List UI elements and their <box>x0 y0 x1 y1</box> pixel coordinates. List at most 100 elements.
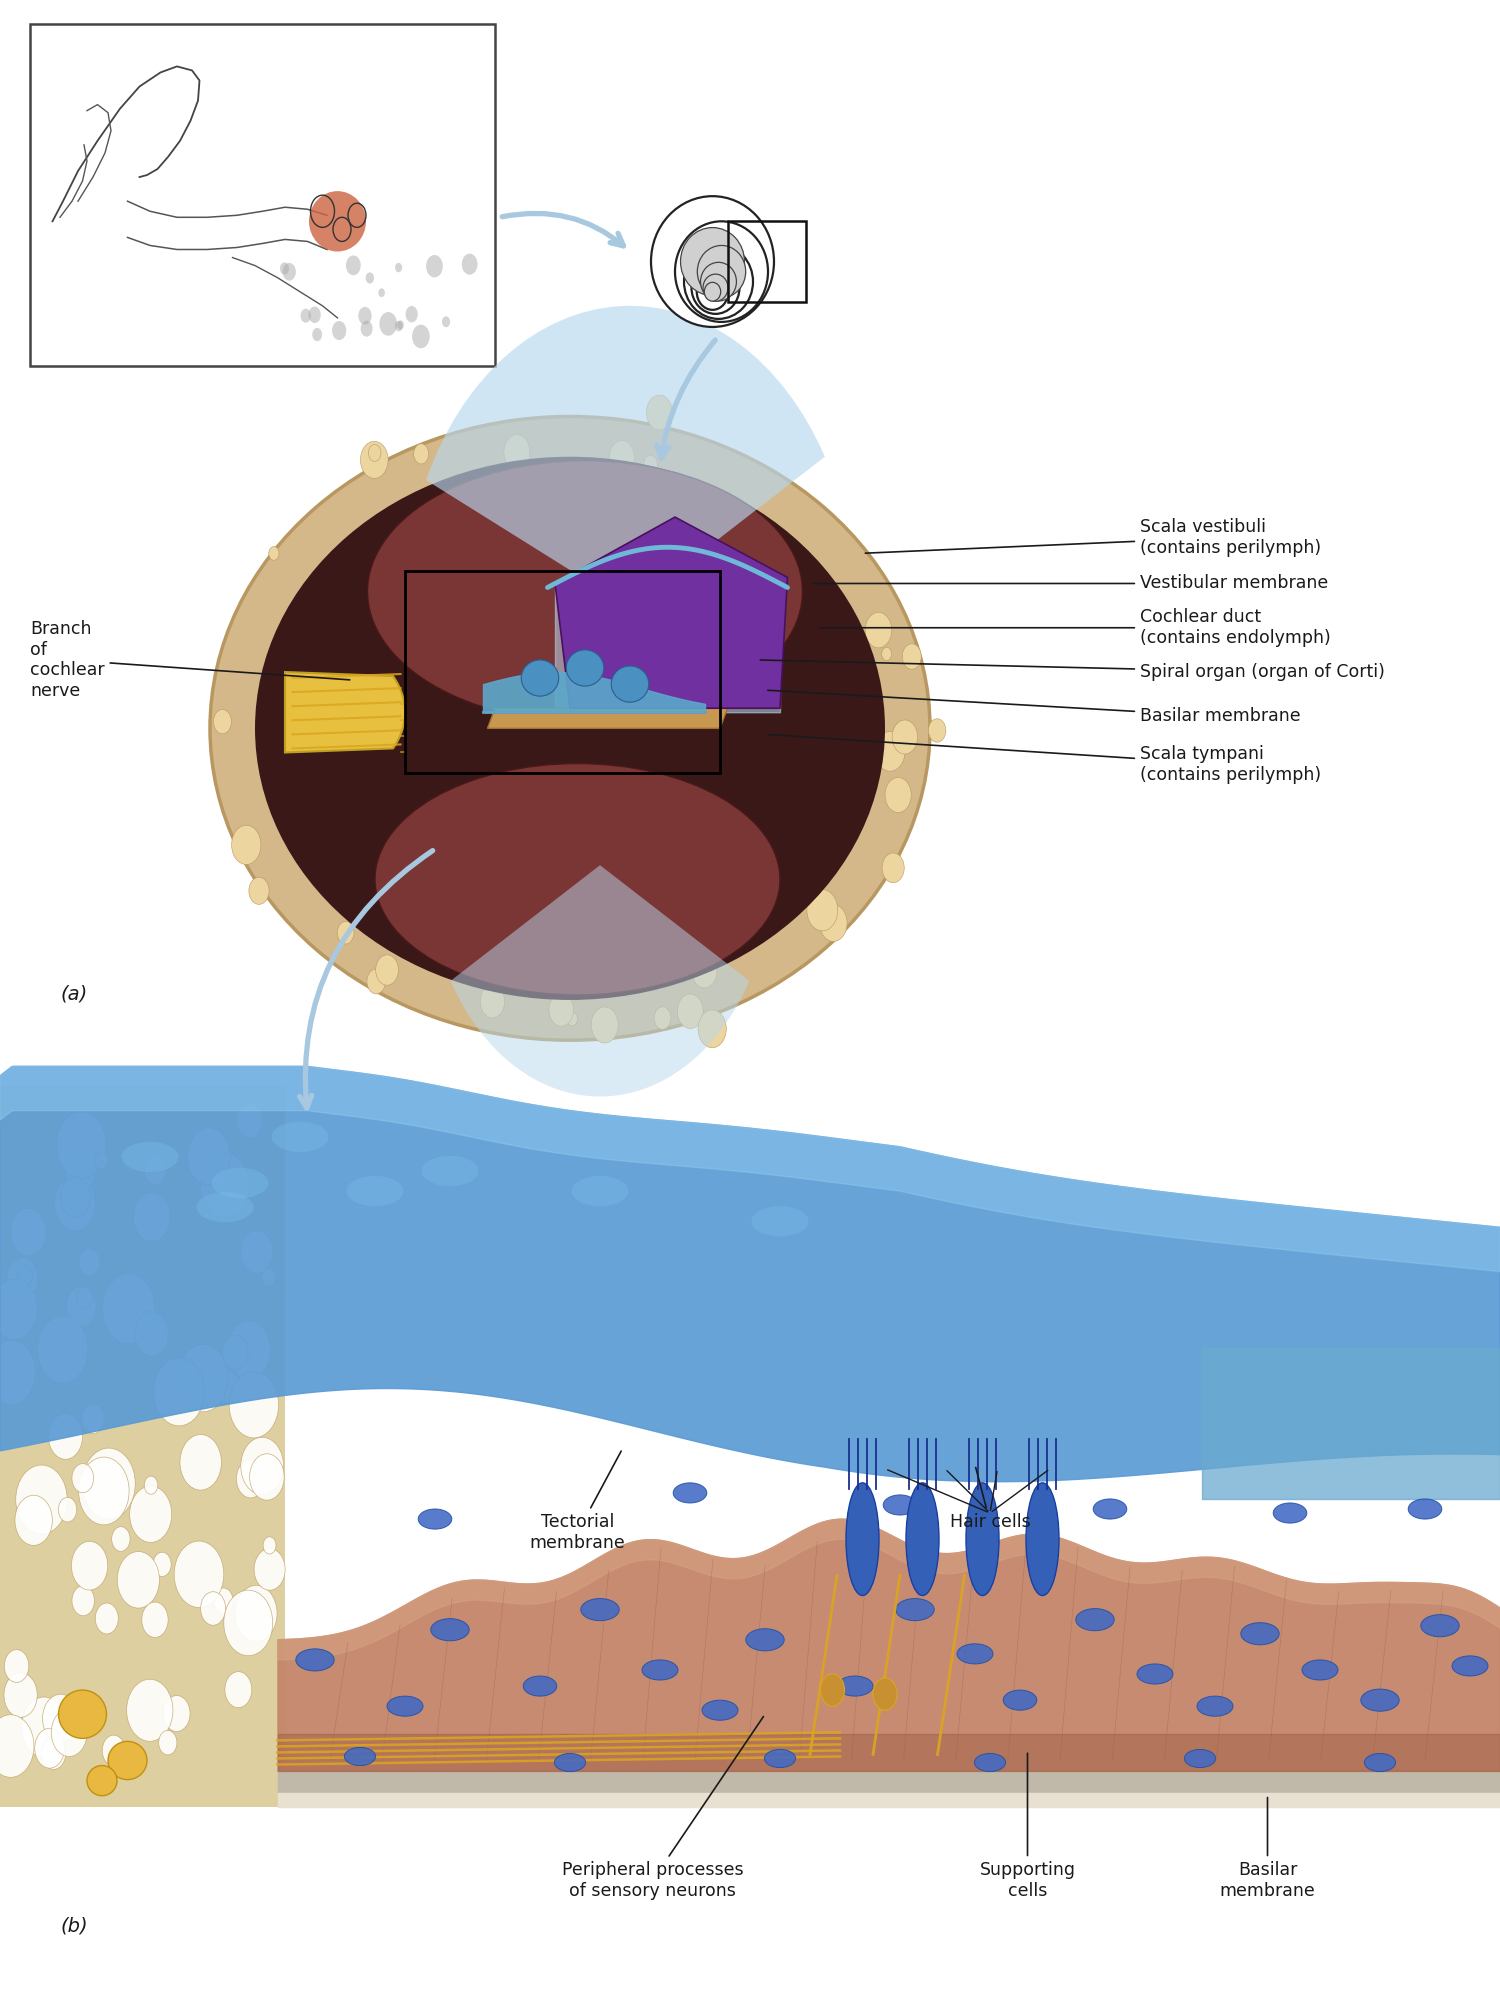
Circle shape <box>692 954 717 988</box>
Text: Spiral organ (organ of Corti): Spiral organ (organ of Corti) <box>760 660 1384 680</box>
Circle shape <box>414 445 429 465</box>
Text: Basilar membrane: Basilar membrane <box>768 690 1300 724</box>
Circle shape <box>240 1229 273 1274</box>
Circle shape <box>236 1585 278 1642</box>
Text: Tectorial
membrane: Tectorial membrane <box>530 1451 626 1551</box>
Circle shape <box>369 445 381 461</box>
Ellipse shape <box>692 262 740 314</box>
Circle shape <box>812 690 830 714</box>
Circle shape <box>795 628 812 650</box>
Circle shape <box>855 700 865 714</box>
Circle shape <box>159 1730 177 1754</box>
Circle shape <box>8 1258 38 1300</box>
Circle shape <box>902 644 921 670</box>
Ellipse shape <box>1094 1499 1126 1519</box>
Circle shape <box>102 1734 125 1767</box>
Circle shape <box>213 710 231 734</box>
Ellipse shape <box>419 1509 452 1529</box>
Ellipse shape <box>108 1742 147 1781</box>
Circle shape <box>76 1286 93 1308</box>
Text: Vestibular membrane: Vestibular membrane <box>813 575 1329 592</box>
Ellipse shape <box>746 1630 784 1650</box>
Circle shape <box>698 1010 726 1048</box>
Circle shape <box>0 1714 34 1777</box>
Circle shape <box>15 1495 52 1545</box>
Circle shape <box>237 1103 262 1139</box>
Circle shape <box>360 320 372 336</box>
Text: Scala vestibuli
(contains perilymph): Scala vestibuli (contains perilymph) <box>865 517 1322 557</box>
Ellipse shape <box>1197 1696 1233 1716</box>
Ellipse shape <box>1004 1690 1036 1710</box>
Circle shape <box>224 1589 273 1656</box>
Circle shape <box>180 1435 222 1491</box>
Circle shape <box>644 499 675 539</box>
Circle shape <box>836 779 860 813</box>
Ellipse shape <box>430 1618 470 1642</box>
Circle shape <box>514 481 529 501</box>
Circle shape <box>394 264 402 272</box>
Circle shape <box>302 712 327 746</box>
Ellipse shape <box>196 1191 254 1223</box>
Ellipse shape <box>896 1598 934 1622</box>
Circle shape <box>58 1497 76 1521</box>
Circle shape <box>249 877 268 903</box>
Circle shape <box>442 316 450 328</box>
Ellipse shape <box>572 1175 628 1207</box>
Circle shape <box>153 1551 171 1577</box>
Ellipse shape <box>698 245 746 298</box>
Circle shape <box>164 1696 190 1732</box>
Ellipse shape <box>1240 1622 1280 1646</box>
Text: Hair cells: Hair cells <box>950 1467 1030 1531</box>
Ellipse shape <box>1185 1748 1215 1769</box>
Ellipse shape <box>704 274 728 302</box>
Ellipse shape <box>642 1660 678 1680</box>
Ellipse shape <box>422 1155 478 1187</box>
Circle shape <box>129 1487 171 1543</box>
Bar <box>0 362 1500 1086</box>
Ellipse shape <box>522 660 558 696</box>
Circle shape <box>885 777 912 813</box>
Circle shape <box>332 322 346 340</box>
Bar <box>0 1086 1500 2012</box>
Circle shape <box>249 1455 284 1501</box>
Circle shape <box>398 320 404 330</box>
Circle shape <box>928 718 946 742</box>
Circle shape <box>174 1541 223 1608</box>
Text: Cochlear duct
(contains endolymph): Cochlear duct (contains endolymph) <box>821 608 1330 648</box>
Ellipse shape <box>966 1483 999 1596</box>
Bar <box>0 0 1500 362</box>
Ellipse shape <box>255 457 885 1000</box>
Circle shape <box>394 320 402 332</box>
Ellipse shape <box>1365 1754 1395 1773</box>
Circle shape <box>413 324 429 348</box>
Circle shape <box>188 1129 231 1185</box>
Circle shape <box>338 921 354 944</box>
Wedge shape <box>450 865 750 1097</box>
Circle shape <box>892 720 918 754</box>
Ellipse shape <box>957 1644 993 1664</box>
Circle shape <box>346 256 360 276</box>
Circle shape <box>462 254 477 276</box>
Ellipse shape <box>58 1690 106 1738</box>
Circle shape <box>882 853 904 883</box>
Circle shape <box>72 1463 93 1493</box>
Text: (b): (b) <box>60 1917 87 1936</box>
Circle shape <box>42 1736 66 1769</box>
Ellipse shape <box>1026 1483 1059 1596</box>
Circle shape <box>142 1602 168 1638</box>
Ellipse shape <box>702 1700 738 1720</box>
Ellipse shape <box>555 1754 585 1773</box>
Circle shape <box>94 1151 108 1169</box>
Circle shape <box>135 1312 168 1356</box>
Circle shape <box>225 1672 252 1708</box>
Circle shape <box>678 994 703 1028</box>
Text: (a): (a) <box>60 986 87 1004</box>
Ellipse shape <box>87 1767 117 1797</box>
Circle shape <box>300 308 310 322</box>
Ellipse shape <box>1274 1503 1306 1523</box>
Circle shape <box>38 1316 88 1384</box>
Polygon shape <box>555 517 788 708</box>
Ellipse shape <box>580 1598 620 1622</box>
Circle shape <box>201 1153 249 1217</box>
Ellipse shape <box>674 1483 706 1503</box>
